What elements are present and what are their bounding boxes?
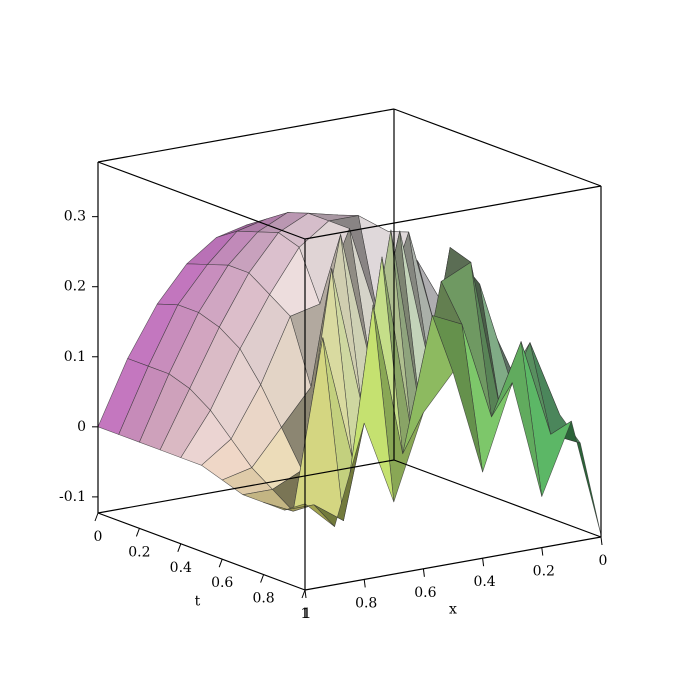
box-edge xyxy=(393,108,602,187)
t-tick-label: 0 xyxy=(94,529,103,545)
box-edge xyxy=(304,185,602,240)
box-edge xyxy=(97,161,306,240)
x-tick-label: 0.4 xyxy=(473,574,495,590)
t-tick xyxy=(218,559,223,568)
z-tick-label: -0.1 xyxy=(59,489,86,505)
x-tick xyxy=(304,589,307,599)
x-tick xyxy=(541,547,544,556)
t-axis-label: t xyxy=(195,594,201,610)
x-tick-label: 0.6 xyxy=(414,585,436,601)
x-tick-label: 1 xyxy=(303,606,312,622)
box-edge xyxy=(97,459,395,514)
x-tick xyxy=(482,558,485,567)
t-tick-label: 0.6 xyxy=(211,575,233,591)
t-tick xyxy=(94,512,99,522)
x-tick-label: 0.8 xyxy=(355,595,377,611)
t-tick xyxy=(177,543,182,552)
surface xyxy=(97,212,602,536)
z-tick-label: 0.2 xyxy=(64,279,86,295)
t-tick xyxy=(135,528,140,537)
box-edge xyxy=(97,512,306,591)
x-axis-label: x xyxy=(449,602,457,618)
z-tick-label: 0.3 xyxy=(64,209,86,225)
x-tick xyxy=(422,568,425,577)
box-edge xyxy=(97,108,395,163)
t-tick-label: 0.2 xyxy=(128,544,150,560)
box xyxy=(97,108,602,591)
x-tick-label: 0.2 xyxy=(533,564,555,580)
axes: -0.1 0 0.1 0.2 0.3 0 0.2 0.4 0.6 0.8 1 0 0.2 0.4 0.6 0.… xyxy=(59,209,607,622)
x-tick xyxy=(600,536,603,546)
t-tick xyxy=(260,574,265,583)
t-tick xyxy=(301,589,306,599)
box-edge xyxy=(393,459,602,538)
z-tick-label: 0.1 xyxy=(64,349,86,365)
x-tick xyxy=(363,579,366,588)
z-tick-label: 0 xyxy=(77,419,86,435)
t-tick-label: 0.8 xyxy=(252,591,274,607)
t-tick-label: 1 xyxy=(301,606,310,622)
t-tick-label: 0.4 xyxy=(170,560,192,576)
box-edge xyxy=(304,536,602,591)
x-tick-label: 0 xyxy=(599,553,608,569)
